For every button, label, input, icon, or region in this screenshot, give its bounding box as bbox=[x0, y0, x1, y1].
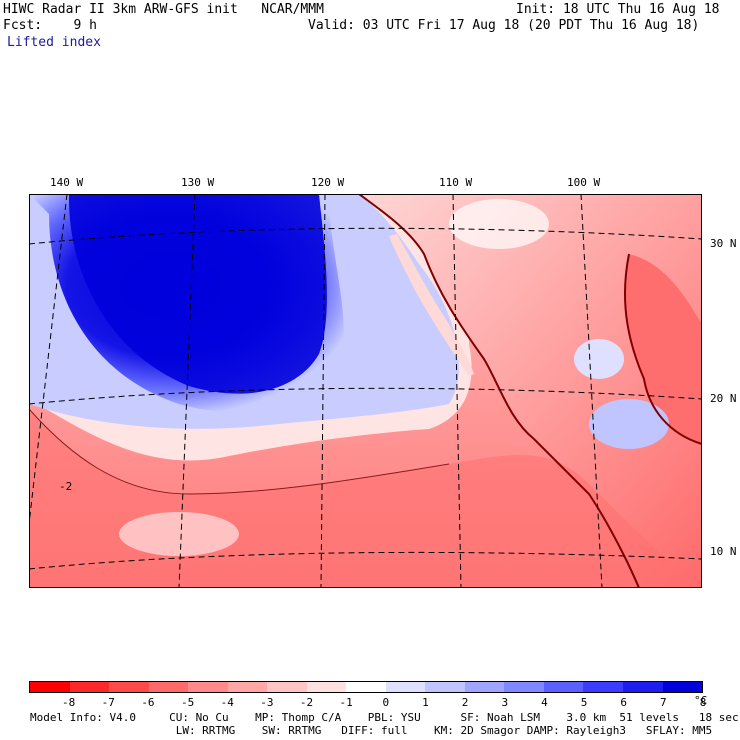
lifted-index-map: -2 bbox=[29, 194, 702, 588]
colorbar-swatch bbox=[30, 682, 70, 692]
colorbar-tick-label: 0 bbox=[382, 696, 390, 709]
lat-label-10n: 10 N bbox=[710, 545, 737, 558]
colorbar-tick-label: 5 bbox=[580, 696, 588, 709]
gulf-of-mexico bbox=[624, 254, 702, 444]
coastline-gulf bbox=[624, 253, 702, 445]
colorbar-swatch bbox=[425, 682, 465, 692]
colorbar-swatch bbox=[188, 682, 228, 692]
lon-label-100w: 100 W bbox=[567, 176, 601, 189]
colorbar-swatch bbox=[148, 682, 189, 692]
colorbar-tick-label: 7 bbox=[660, 696, 667, 709]
colorbar-tick-label: -7 bbox=[101, 696, 115, 709]
colorbar-tick-label: -4 bbox=[220, 696, 234, 709]
colorbar-swatch bbox=[267, 682, 307, 692]
contour-value-label: -2 bbox=[59, 480, 72, 493]
model-info-line1: Model Info: V4.0 CU: No Cu MP: Thomp C/A… bbox=[30, 711, 739, 724]
pale-patch-south bbox=[119, 512, 239, 556]
lon-label-140w: 140 W bbox=[50, 176, 84, 189]
colorbar-swatch bbox=[227, 682, 268, 692]
colorbar-tick-label: 2 bbox=[461, 696, 469, 709]
colorbar-tick-label: 8 bbox=[699, 696, 707, 709]
colorbar-tick-label: -5 bbox=[180, 696, 195, 709]
colorbar-swatch bbox=[69, 682, 110, 692]
colorbar-swatch bbox=[662, 682, 703, 692]
colorbar-swatch bbox=[504, 682, 544, 692]
colorbar-tick-label: 6 bbox=[620, 696, 628, 709]
lat-label-20n: 20 N bbox=[710, 392, 737, 405]
highland-patch-2 bbox=[574, 339, 624, 379]
colorbar-swatch bbox=[385, 682, 426, 692]
map-frame bbox=[29, 194, 702, 588]
colorbar-swatch bbox=[109, 682, 149, 692]
graticule bbox=[29, 194, 702, 588]
colorbar-tick-label: 1 bbox=[422, 696, 429, 709]
colorbar-swatch bbox=[543, 682, 584, 692]
colorbar-tick-label: -6 bbox=[141, 696, 155, 709]
forecast-hour: Fcst: 9 h bbox=[3, 18, 97, 33]
colorbar-unit: °C bbox=[694, 694, 708, 707]
colorbar bbox=[29, 681, 703, 693]
colorbar-tick-label: -1 bbox=[339, 696, 353, 709]
colorbar-tick-label: 4 bbox=[541, 696, 548, 709]
colorbar-swatch bbox=[464, 682, 505, 692]
colorbar-swatch bbox=[306, 682, 347, 692]
colorbar-swatch bbox=[622, 682, 663, 692]
baja-peninsula bbox=[389, 234, 474, 376]
highland-patch-3 bbox=[449, 199, 549, 249]
lat-label-30n: 30 N bbox=[710, 237, 737, 250]
lon-label-110w: 110 W bbox=[439, 176, 473, 189]
colorbar-swatch bbox=[583, 682, 623, 692]
model-info-line2: LW: RRTMG SW: RRTMG DIFF: full KM: 2D Sm… bbox=[30, 724, 713, 737]
colorbar-tick-label: -2 bbox=[299, 696, 314, 709]
colorbar-tick-label: -8 bbox=[62, 696, 76, 709]
contour-line bbox=[29, 408, 450, 495]
colorbar-tick-label: -3 bbox=[260, 696, 274, 709]
init-time: Init: 18 UTC Thu 16 Aug 18 bbox=[516, 2, 720, 17]
highland-patch-1 bbox=[589, 399, 669, 449]
colorbar-tick-label: 3 bbox=[501, 696, 509, 709]
colorbar-swatch bbox=[346, 682, 386, 692]
field-name: Lifted index bbox=[7, 35, 101, 50]
lon-label-130w: 130 W bbox=[181, 176, 215, 189]
header-title: HIWC Radar II 3km ARW-GFS init NCAR/MMM bbox=[3, 2, 324, 17]
valid-time: Valid: 03 UTC Fri 17 Aug 18 (20 PDT Thu … bbox=[308, 18, 700, 33]
stable-air-core bbox=[69, 194, 327, 394]
lon-label-120w: 120 W bbox=[311, 176, 345, 189]
